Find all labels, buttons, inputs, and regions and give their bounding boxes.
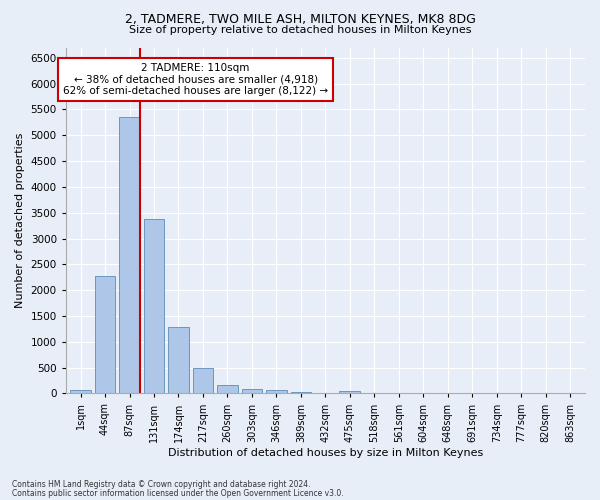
Text: Contains public sector information licensed under the Open Government Licence v3: Contains public sector information licen… <box>12 488 344 498</box>
X-axis label: Distribution of detached houses by size in Milton Keynes: Distribution of detached houses by size … <box>168 448 483 458</box>
Text: Size of property relative to detached houses in Milton Keynes: Size of property relative to detached ho… <box>129 25 471 35</box>
Bar <box>315 392 336 394</box>
Bar <box>266 390 287 394</box>
Bar <box>340 390 361 394</box>
Bar <box>242 388 262 394</box>
Bar <box>290 392 311 394</box>
Bar <box>217 385 238 394</box>
Bar <box>193 368 214 394</box>
Bar <box>95 276 115 394</box>
Y-axis label: Number of detached properties: Number of detached properties <box>15 133 25 308</box>
Text: Contains HM Land Registry data © Crown copyright and database right 2024.: Contains HM Land Registry data © Crown c… <box>12 480 311 489</box>
Text: 2, TADMERE, TWO MILE ASH, MILTON KEYNES, MK8 8DG: 2, TADMERE, TWO MILE ASH, MILTON KEYNES,… <box>125 12 475 26</box>
Bar <box>143 219 164 394</box>
Bar <box>119 117 140 394</box>
Bar <box>168 327 189 394</box>
Text: 2 TADMERE: 110sqm
← 38% of detached houses are smaller (4,918)
62% of semi-detac: 2 TADMERE: 110sqm ← 38% of detached hous… <box>63 63 328 96</box>
Bar <box>70 390 91 394</box>
